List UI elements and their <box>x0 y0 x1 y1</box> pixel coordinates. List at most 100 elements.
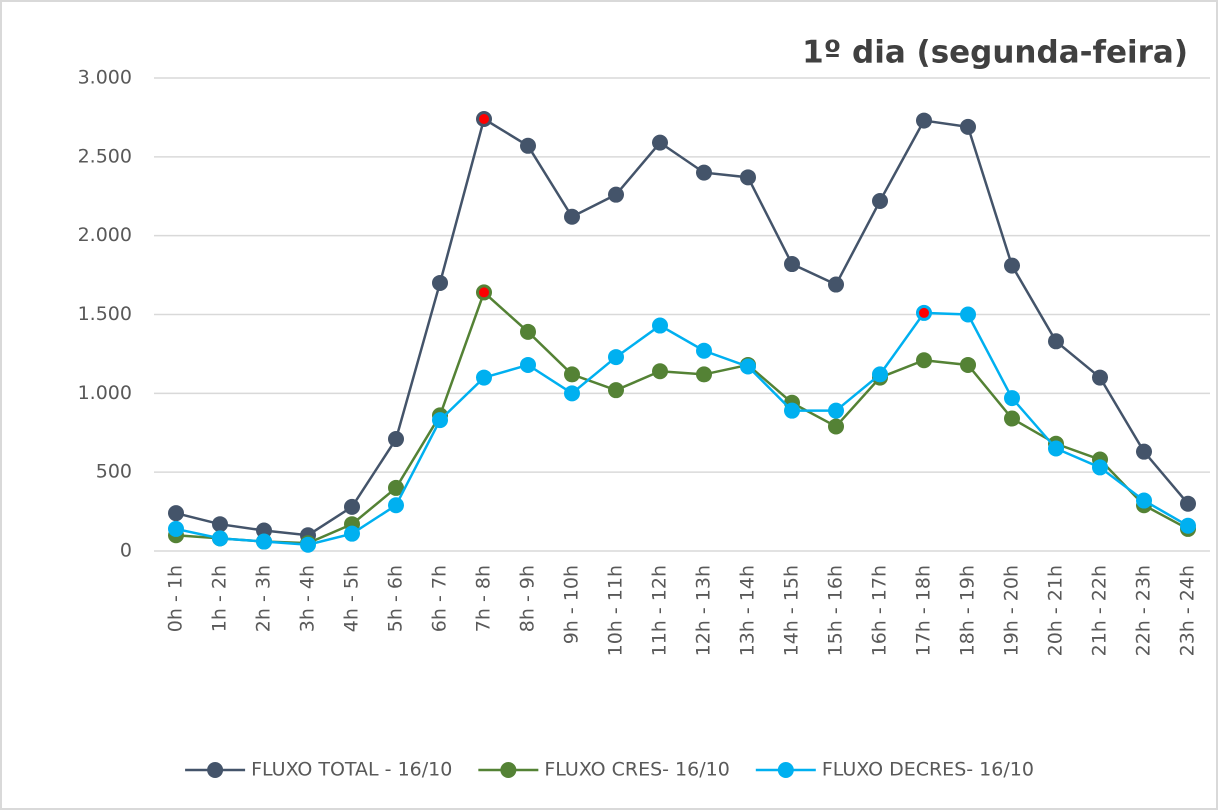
x-tick-label: 0h - 1h <box>165 565 187 632</box>
data-point <box>960 356 976 373</box>
data-point <box>608 349 624 366</box>
y-tick-label: 3.000 <box>78 67 132 89</box>
x-tick-label: 19h - 20h <box>1001 565 1023 656</box>
data-point <box>696 366 712 383</box>
data-point <box>784 256 800 273</box>
x-tick-label: 5h - 6h <box>385 565 407 632</box>
data-point <box>1180 517 1196 534</box>
data-point <box>872 192 888 209</box>
y-tick-label: 2.500 <box>78 145 132 167</box>
data-point <box>1136 443 1152 460</box>
legend-marker <box>207 762 224 778</box>
legend-label: FLUXO DECRES- 16/10 <box>822 759 1034 781</box>
data-point <box>168 520 184 537</box>
data-point <box>1048 440 1064 457</box>
data-point <box>388 497 404 514</box>
x-tick-label: 11h - 12h <box>649 565 671 656</box>
data-point <box>784 402 800 419</box>
data-point <box>168 505 184 522</box>
data-point <box>828 402 844 419</box>
data-point <box>564 385 580 402</box>
x-tick-label: 15h - 16h <box>825 565 847 656</box>
max-marker <box>479 113 489 124</box>
data-point <box>740 358 756 375</box>
x-tick-label: 1h - 2h <box>209 565 231 632</box>
data-point <box>916 112 932 129</box>
y-tick-label: 1.000 <box>78 382 132 404</box>
x-tick-label: 21h - 22h <box>1089 565 1111 656</box>
x-tick-label: 3h - 4h <box>297 565 319 632</box>
data-point <box>1004 257 1020 274</box>
x-tick-label: 22h - 23h <box>1133 565 1155 656</box>
x-tick-label: 2h - 3h <box>253 565 275 632</box>
legend-marker <box>777 762 794 778</box>
data-point <box>960 118 976 135</box>
data-point <box>740 169 756 186</box>
data-point <box>212 516 228 533</box>
data-point <box>300 536 316 553</box>
x-tick-label: 7h - 8h <box>473 565 495 632</box>
data-point <box>696 164 712 181</box>
data-point <box>212 530 228 547</box>
x-tick-label: 23h - 24h <box>1177 565 1199 656</box>
x-tick-label: 13h - 14h <box>737 565 759 656</box>
data-point <box>608 382 624 399</box>
data-point <box>916 352 932 369</box>
data-point <box>564 208 580 225</box>
data-point <box>1180 495 1196 512</box>
data-point <box>1004 390 1020 407</box>
data-point <box>344 525 360 542</box>
data-point <box>388 431 404 448</box>
x-tick-label: 17h - 18h <box>913 565 935 656</box>
data-point <box>520 323 536 340</box>
data-point <box>1136 492 1152 509</box>
data-point <box>256 522 272 539</box>
data-point <box>432 274 448 291</box>
max-marker <box>479 287 489 298</box>
x-tick-label: 9h - 10h <box>561 565 583 644</box>
data-point <box>828 418 844 435</box>
data-point <box>960 306 976 323</box>
data-point <box>520 137 536 154</box>
data-point <box>256 533 272 550</box>
data-point <box>388 479 404 496</box>
legend-marker <box>500 762 517 778</box>
x-tick-label: 12h - 13h <box>693 565 715 656</box>
data-point <box>1004 410 1020 427</box>
x-tick-label: 10h - 11h <box>605 565 627 656</box>
data-point <box>652 317 668 334</box>
series-line <box>175 117 1189 537</box>
data-point <box>344 498 360 515</box>
data-point <box>828 276 844 293</box>
y-tick-label: 2.000 <box>78 224 132 246</box>
x-tick-label: 4h - 5h <box>341 565 363 632</box>
x-tick-label: 8h - 9h <box>517 565 539 632</box>
x-tick-label: 6h - 7h <box>429 565 451 632</box>
max-marker <box>919 307 929 318</box>
data-point <box>1092 369 1108 386</box>
x-tick-label: 16h - 17h <box>869 565 891 656</box>
y-tick-label: 500 <box>96 461 132 483</box>
legend: FLUXO TOTAL - 16/10 FLUXO CRES- 16/10 FLUX… <box>185 759 1034 781</box>
x-tick-label: 14h - 15h <box>781 565 803 656</box>
data-point <box>1092 459 1108 476</box>
legend-label: FLUXO TOTAL - 16/10 <box>251 759 452 781</box>
legend-label: FLUXO CRES- 16/10 <box>544 759 729 781</box>
data-point <box>476 369 492 386</box>
data-point <box>564 366 580 383</box>
data-point <box>520 356 536 373</box>
data-point <box>432 412 448 429</box>
x-tick-label: 18h - 19h <box>957 565 979 656</box>
data-point <box>872 366 888 383</box>
data-point <box>608 186 624 203</box>
data-point <box>1048 333 1064 350</box>
chart-title: 1º dia (segunda-feira) <box>802 35 1188 71</box>
x-tick-label: 20h - 21h <box>1045 565 1067 656</box>
data-point <box>652 134 668 151</box>
data-point <box>696 342 712 359</box>
y-tick-label: 1.500 <box>78 303 132 325</box>
y-tick-label: 0 <box>120 540 132 562</box>
data-point <box>652 363 668 380</box>
